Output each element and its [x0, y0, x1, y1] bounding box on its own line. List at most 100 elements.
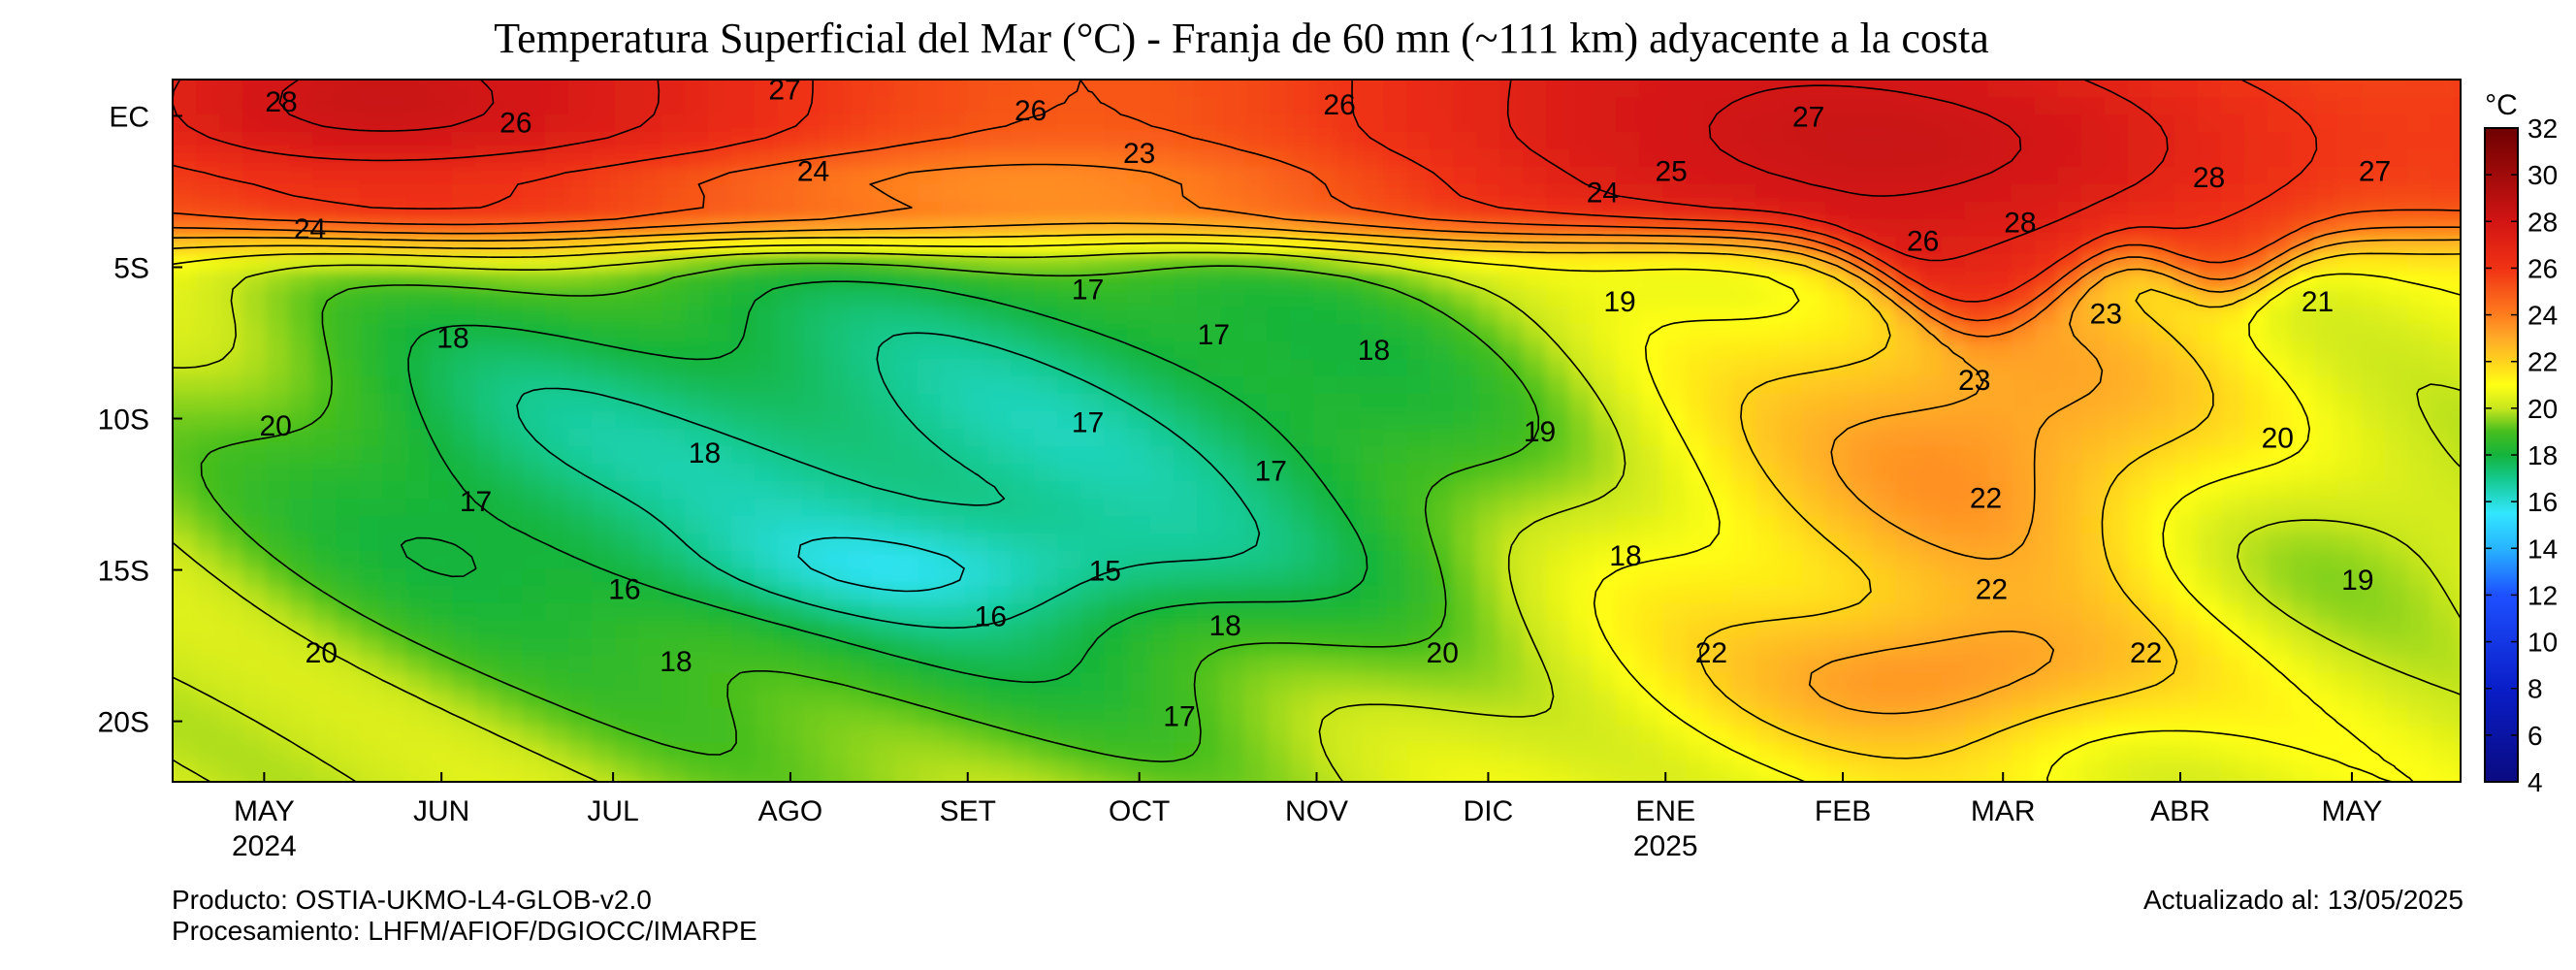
product-label: Producto: OSTIA-UKMO-L4-GLOB-v2.0 [172, 885, 652, 915]
contour-line-22 [173, 233, 2461, 760]
contour-label: 21 [2302, 286, 2334, 318]
contour-label: 22 [1976, 573, 2008, 605]
contour-label: 23 [2090, 298, 2122, 330]
y-tick-label: EC [109, 101, 149, 133]
x-tick-label: JUL [587, 795, 638, 827]
colorbar-tick-label: 18 [2528, 440, 2558, 470]
contour-label: 17 [1198, 319, 1230, 351]
contour-label: 24 [797, 156, 829, 188]
colorbar-tick-label: 4 [2528, 767, 2543, 797]
x-tick-year: 2025 [1633, 830, 1698, 862]
processing-label: Procesamiento: LHFM/AFIOF/DGIOCC/IMARPE [172, 916, 757, 946]
chart-title: Temperatura Superficial del Mar (°C) - F… [494, 15, 1989, 62]
y-tick-label: 10S [98, 404, 149, 436]
contour-label: 19 [1524, 416, 1556, 448]
contour-label: 24 [1587, 178, 1619, 210]
footer-left: Producto: OSTIA-UKMO-L4-GLOB-v2.0 Proces… [172, 885, 757, 947]
contour-label: 22 [1970, 483, 2002, 515]
contour-label: 26 [1907, 225, 1939, 257]
x-tick-label: SET [940, 795, 996, 827]
contour-line-21 [173, 242, 2461, 782]
contour-label: 18 [660, 646, 692, 678]
contour-label: 20 [1427, 637, 1459, 669]
contour-label: 17 [1255, 456, 1287, 488]
colorbar-tick-label: 16 [2528, 487, 2558, 517]
contour-label: 18 [1358, 335, 1390, 367]
colorbar: °C 4 6 8 10 12 14 16 18 20 22 24 26 28 30 32 [2484, 89, 2558, 797]
contour-label: 27 [1792, 101, 1824, 133]
contour-line-28 [278, 80, 2022, 197]
y-axis: EC 5S 10S 15S 20S [98, 101, 182, 739]
colorbar-tick-label: 22 [2528, 347, 2558, 377]
contour-label: 25 [1655, 156, 1687, 188]
x-tick-label: JUN [413, 795, 469, 827]
x-tick-label: OCT [1109, 795, 1170, 827]
contour-label: 19 [2341, 565, 2373, 597]
contour-line-26 [173, 80, 2318, 303]
contour-label: 28 [265, 86, 297, 118]
colorbar-tick-label: 14 [2528, 534, 2558, 564]
contour-label: 20 [306, 637, 338, 669]
colorbar-unit: °C [2485, 89, 2518, 121]
colorbar-tick-label: 20 [2528, 394, 2558, 424]
x-tick-label: ENE [1635, 795, 1695, 827]
colorbar-tick-label: 32 [2528, 113, 2558, 144]
updated-label: Actualizado al: 13/05/2025 [2142, 885, 2463, 915]
contour-label: 20 [2262, 422, 2294, 454]
x-tick-year: 2024 [232, 830, 297, 862]
contour-label: 24 [294, 213, 326, 245]
colorbar-tick-label: 6 [2528, 721, 2543, 751]
contour-line-27 [173, 80, 2169, 262]
contour-label: 28 [2004, 208, 2036, 240]
contour-label: 23 [1958, 365, 1990, 397]
x-tick-label: NOV [1285, 795, 1348, 827]
colorbar-tick-label: 26 [2528, 253, 2558, 283]
contour-label: 18 [1208, 610, 1240, 642]
x-tick-label: MAR [1971, 795, 2036, 827]
x-tick-label: ABR [2150, 795, 2210, 827]
colorbar-tick-label: 10 [2528, 628, 2558, 658]
contour-label: 27 [2359, 156, 2391, 188]
contour-label: 26 [499, 108, 531, 140]
colorbar-tick-label: 24 [2528, 301, 2558, 331]
contour-label: 18 [1609, 540, 1641, 572]
contour-line-19 [200, 262, 1539, 762]
colorbar-tick-label: 8 [2528, 674, 2543, 704]
contour-line-17 [516, 332, 1261, 630]
contour-line-20 [173, 251, 2461, 782]
contour-label: 17 [1163, 700, 1195, 732]
contour-label: 22 [2130, 637, 2162, 669]
contour-line-25 [173, 80, 2461, 322]
contour-label: 15 [1089, 556, 1121, 588]
contour-line-18 [400, 280, 1368, 684]
contour-label: 18 [689, 437, 721, 469]
x-tick-label: DIC [1464, 795, 1514, 827]
contour-lines [173, 80, 2461, 782]
contour-label: 17 [460, 486, 492, 518]
x-tick-label: MAY [234, 795, 295, 827]
contour-label: 28 [2193, 162, 2225, 194]
x-tick-label: AGO [758, 795, 823, 827]
contour-label: 26 [1014, 95, 1046, 127]
colorbar-tick-label: 28 [2528, 207, 2558, 237]
contour-label: 26 [1323, 89, 1355, 121]
contour-label: 17 [1072, 274, 1104, 306]
y-tick-label: 15S [98, 556, 149, 588]
contour-label: 16 [608, 573, 640, 605]
contour-label: 19 [1603, 286, 1635, 318]
contour-label: 23 [1123, 138, 1155, 170]
contour-line-16 [797, 536, 965, 593]
contour-label: 18 [436, 322, 468, 354]
y-tick-label: 20S [98, 707, 149, 739]
colorbar-tick-label: 30 [2528, 160, 2558, 190]
contour-line-23 [173, 222, 2461, 715]
contour-label: 16 [975, 600, 1007, 632]
x-tick-label: FEB [1815, 795, 1871, 827]
contour-label: 20 [259, 410, 291, 442]
x-tick-label: MAY [2322, 795, 2383, 827]
y-tick-label: 5S [113, 252, 149, 284]
colorbar-tick-label: 12 [2528, 580, 2558, 610]
